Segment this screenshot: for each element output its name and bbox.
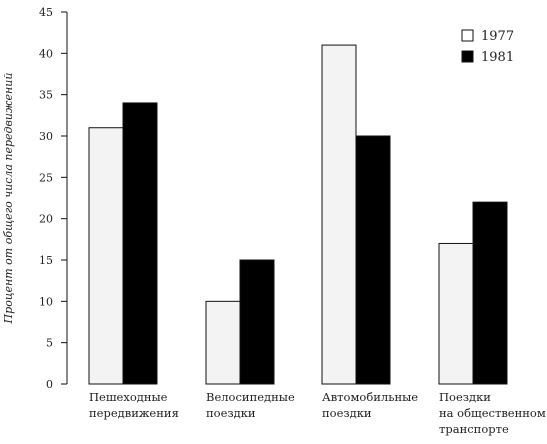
bar-1981-1 — [239, 259, 275, 385]
legend-label-1977: 1977 — [481, 29, 514, 44]
y-axis: 0 5 10 15 20 25 30 35 40 45 — [39, 6, 68, 391]
legend: 1977 1981 — [461, 29, 514, 65]
bars — [88, 44, 508, 385]
bar-1977-0 — [88, 127, 124, 385]
y-tick-label: 10 — [39, 295, 53, 308]
bar-1977-2 — [321, 44, 357, 385]
legend-swatch-1981 — [461, 50, 474, 63]
y-tick-label: 20 — [39, 213, 53, 226]
y-tick-label: 5 — [46, 337, 53, 350]
bar-1977-1 — [205, 300, 241, 385]
category-labels: Пешеходные передвижения Велосипедные поездк… — [89, 390, 546, 436]
y-tick-label: 40 — [39, 47, 53, 60]
category-label: Поездки на общественном транспорте — [439, 390, 546, 436]
category-label: Велосипедные поездки — [206, 390, 295, 420]
bar-1981-0 — [122, 102, 158, 385]
bar-1977-3 — [438, 242, 474, 385]
category-label: Пешеходные передвижения — [89, 390, 179, 420]
category-label: Автомобильные поездки — [322, 390, 418, 420]
y-axis-label: Процент от общего числа передвижений — [2, 73, 15, 325]
bar-1981-3 — [472, 201, 508, 385]
y-tick-label: 30 — [39, 130, 53, 143]
legend-label-1981: 1981 — [481, 50, 514, 65]
y-tick-label: 35 — [39, 89, 53, 102]
legend-swatch-1977 — [461, 29, 474, 42]
y-tick-label: 15 — [39, 254, 53, 267]
y-tick-label: 45 — [39, 6, 53, 19]
y-tick-label: 25 — [39, 171, 53, 184]
bar-1981-2 — [355, 135, 391, 385]
y-tick-label: 0 — [46, 378, 53, 391]
